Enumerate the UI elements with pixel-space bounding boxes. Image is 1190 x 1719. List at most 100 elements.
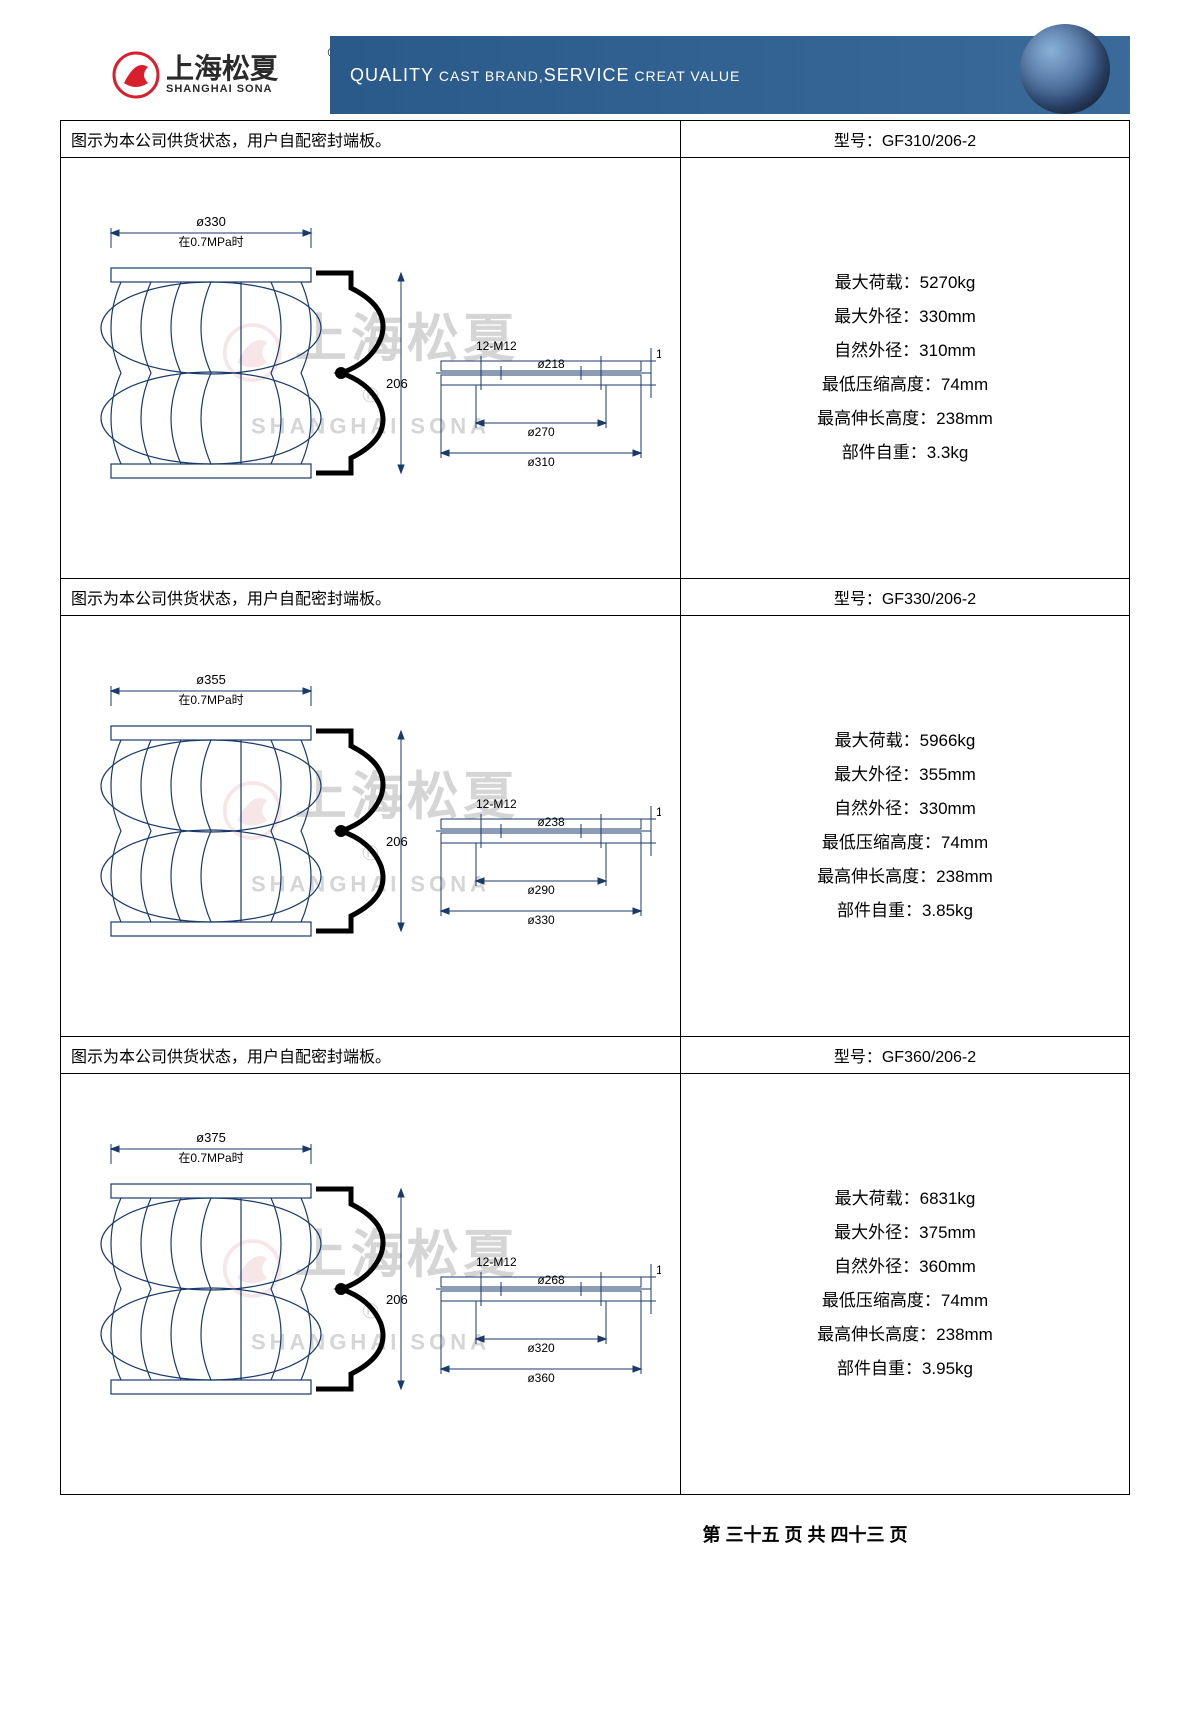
model-header: 型号：GF330/206-2 [681,579,1129,616]
spec-label: 部件自重： [837,901,922,920]
dim-flange-t: 12 [656,805,661,819]
dim-d2: ø290 [527,883,555,897]
dim-outer-dia: ø355 [196,672,226,687]
spec-label: 最大荷载： [835,273,920,292]
spec-value: 3.85kg [922,901,973,920]
spec-cell: 型号：GF360/206-2最大荷载：6831kg最大外径：375mm自然外径：… [681,1037,1129,1494]
spec-value: 74mm [941,833,988,852]
dim-flange-t: 12 [656,347,661,361]
page-footer: 第 三十五 页 共 四十三 页 [0,1521,1190,1547]
dim-bolt: 12-M12 [476,797,517,811]
spec-line: 最大外径：330mm [834,300,976,334]
spec-value: 238mm [936,1325,993,1344]
dim-d3: ø360 [527,1371,555,1385]
spec-line: 最大外径：375mm [834,1216,976,1250]
banner-service: SERVICE [544,65,630,85]
spec-line: 部件自重：3.3kg [842,436,969,470]
spec-value: 5966kg [920,731,976,750]
dim-height: 206 [386,376,408,391]
spec-line: 最低压缩高度：74mm [822,1284,988,1318]
technical-drawing: ø375 在0.7MPa时 206 [81,1094,661,1474]
logo-text-en: SHANGHAI SONA [166,83,278,95]
drawing-body: 上海松夏® SHANGHAI SONA ø355 在0.7MPa时 [61,616,680,1036]
drawing-body: 上海松夏® SHANGHAI SONA ø375 在0.7MPa时 [61,1074,680,1494]
spec-value: 3.3kg [927,443,969,462]
drawing-note: 图示为本公司供货状态，用户自配密封端板。 [61,579,680,616]
spec-label: 最低压缩高度： [822,833,941,852]
banner-text: QUALITY CAST BRAND,SERVICE CREAT VALUE [350,65,740,86]
technical-drawing: ø355 在0.7MPa时 206 [81,636,661,1016]
dim-pressure: 在0.7MPa时 [178,235,243,249]
logo-icon [112,51,160,99]
spec-cell: 型号：GF330/206-2最大荷载：5966kg最大外径：355mm自然外径：… [681,579,1129,1036]
spec-line: 自然外径：330mm [834,792,976,826]
model-header: 型号：GF360/206-2 [681,1037,1129,1074]
dim-bolt: 12-M12 [476,1255,517,1269]
dim-d3: ø330 [527,913,555,927]
spec-value: 355mm [919,765,976,784]
product-row: 图示为本公司供货状态，用户自配密封端板。 上海松夏® SHANGHAI SONA… [61,1037,1129,1494]
drawing-cell: 图示为本公司供货状态，用户自配密封端板。 上海松夏® SHANGHAI SONA… [61,1037,681,1494]
page-header: 上海松夏 SHANGHAI SONA ® QUALITY CAST BRAND,… [60,36,1130,114]
banner-quality: QUALITY [350,65,434,85]
spec-label: 部件自重： [837,1359,922,1378]
dim-pressure: 在0.7MPa时 [178,693,243,707]
model-label: 型号： [834,133,882,150]
dim-outer-dia: ø375 [196,1130,226,1145]
spec-line: 最高伸长高度：238mm [817,860,993,894]
spec-value: 238mm [936,867,993,886]
spec-value: 5270kg [920,273,976,292]
spec-line: 最高伸长高度：238mm [817,1318,993,1352]
spec-label: 部件自重： [842,443,927,462]
spec-line: 最大外径：355mm [834,758,976,792]
spec-line: 最低压缩高度：74mm [822,368,988,402]
spec-label: 最大荷载： [835,731,920,750]
spec-line: 最低压缩高度：74mm [822,826,988,860]
dim-d1: ø238 [537,815,565,829]
spec-value: 375mm [919,1223,976,1242]
dim-d1: ø268 [537,1273,565,1287]
spec-value: 74mm [941,1291,988,1310]
page-number: 第 三十五 页 共 四十三 页 [702,1525,907,1545]
spec-label: 最高伸长高度： [817,409,936,428]
product-row: 图示为本公司供货状态，用户自配密封端板。 上海松夏® SHANGHAI SONA… [61,579,1129,1037]
logo-text-cn: 上海松夏 [166,55,278,83]
product-row: 图示为本公司供货状态，用户自配密封端板。 上海松夏® SHANGHAI SONA… [61,121,1129,579]
spec-label: 最大外径： [834,1223,919,1242]
banner-creat: CREAT VALUE [630,68,741,84]
dim-outer-dia: ø330 [196,214,226,229]
spec-label: 最大荷载： [835,1189,920,1208]
spec-label: 最高伸长高度： [817,867,936,886]
dim-height: 206 [386,834,408,849]
model-header: 型号：GF310/206-2 [681,121,1129,158]
spec-list: 最大荷载：6831kg最大外径：375mm自然外径：360mm最低压缩高度：74… [681,1074,1129,1494]
spec-list: 最大荷载：5966kg最大外径：355mm自然外径：330mm最低压缩高度：74… [681,616,1129,1036]
dim-d2: ø270 [527,425,555,439]
dim-d1: ø218 [537,357,565,371]
spec-line: 最大荷载：5270kg [835,266,976,300]
dim-d3: ø310 [527,455,555,469]
dim-d2: ø320 [527,1341,555,1355]
spec-cell: 型号：GF310/206-2最大荷载：5270kg最大外径：330mm自然外径：… [681,121,1129,578]
spec-line: 部件自重：3.95kg [837,1352,973,1386]
model-label: 型号： [834,591,882,608]
model-label: 型号： [834,1049,882,1066]
spec-line: 自然外径：360mm [834,1250,976,1284]
company-logo: 上海松夏 SHANGHAI SONA ® [60,36,330,114]
spec-label: 自然外径： [834,1257,919,1276]
drawing-cell: 图示为本公司供货状态，用户自配密封端板。 上海松夏® SHANGHAI SONA… [61,579,681,1036]
spec-line: 自然外径：310mm [834,334,976,368]
spec-value: 310mm [919,341,976,360]
spec-label: 最大外径： [834,307,919,326]
spec-list: 最大荷载：5270kg最大外径：330mm自然外径：310mm最低压缩高度：74… [681,158,1129,578]
spec-label: 最大外径： [834,765,919,784]
spec-label: 自然外径： [834,799,919,818]
drawing-note: 图示为本公司供货状态，用户自配密封端板。 [61,1037,680,1074]
spec-value: 3.95kg [922,1359,973,1378]
globe-icon [1020,24,1110,114]
product-table: 图示为本公司供货状态，用户自配密封端板。 上海松夏® SHANGHAI SONA… [60,120,1130,1495]
spec-value: 360mm [919,1257,976,1276]
dim-pressure: 在0.7MPa时 [178,1151,243,1165]
spec-value: 330mm [919,307,976,326]
spec-value: 330mm [919,799,976,818]
